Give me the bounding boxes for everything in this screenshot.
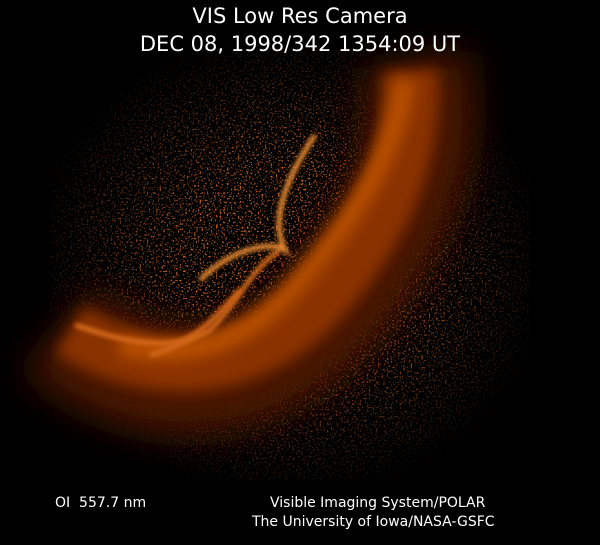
timestamp: DEC 08, 1998/342 1354:09 UT [139,32,461,56]
aurora-band [55,68,439,392]
instrument: Visible Imaging System/POLAR [270,495,486,511]
aurora-filament [149,288,243,358]
wavelength: OI 557.7 nm [55,495,147,511]
title: VIS Low Res Camera [192,4,408,28]
aurora-filament [74,247,282,346]
aurora-core [117,78,415,362]
aurora-filament [198,133,318,282]
credit: The University of Iowa/NASA-GSFC [252,514,495,530]
